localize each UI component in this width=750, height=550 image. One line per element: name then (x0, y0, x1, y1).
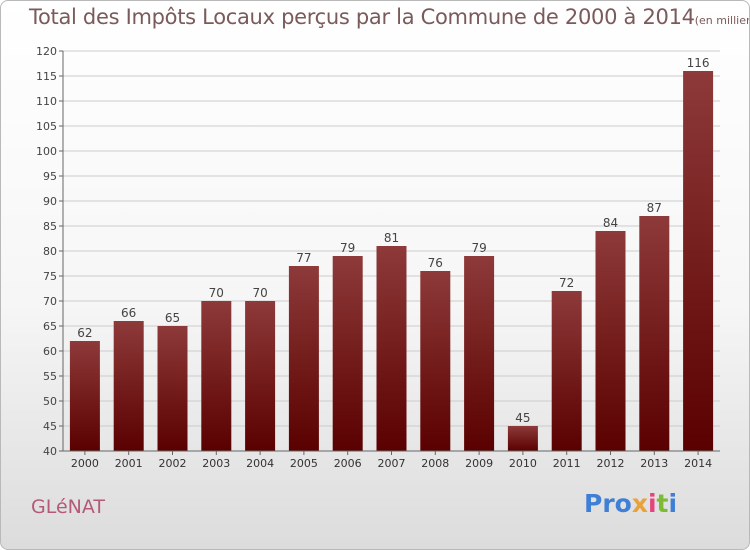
data-label: 116 (687, 56, 710, 70)
y-tick-label: 80 (43, 245, 57, 258)
bar-2012 (595, 231, 626, 451)
logo-part: i (647, 489, 657, 518)
bar-2002 (157, 326, 188, 451)
bar-2003 (201, 301, 232, 451)
x-tick-label: 2010 (509, 457, 537, 470)
x-tick-label: 2004 (246, 457, 274, 470)
y-tick-label: 90 (43, 195, 57, 208)
data-label: 84 (603, 216, 618, 230)
y-tick-label: 70 (43, 295, 57, 308)
y-tick-label: 85 (43, 220, 57, 233)
data-label: 81 (384, 231, 399, 245)
commune-name: GLéNAT (31, 496, 106, 518)
data-label: 70 (252, 286, 267, 300)
x-tick-label: 2007 (378, 457, 406, 470)
y-tick-label: 45 (43, 420, 57, 433)
x-tick-label: 2000 (71, 457, 99, 470)
data-label: 65 (165, 311, 180, 325)
y-tick-label: 100 (36, 145, 57, 158)
y-tick-label: 75 (43, 270, 57, 283)
y-tick-label: 40 (43, 445, 57, 458)
bar-2013 (639, 216, 670, 451)
bar-2007 (376, 246, 407, 451)
y-tick-label: 115 (36, 70, 57, 83)
x-tick-label: 2005 (290, 457, 318, 470)
x-tick-label: 2013 (640, 457, 668, 470)
y-tick-label: 95 (43, 170, 57, 183)
x-tick-label: 2003 (202, 457, 230, 470)
data-label: 77 (296, 251, 311, 265)
x-tick-label: 2008 (421, 457, 449, 470)
logo-part: Pro (584, 489, 632, 518)
data-label: 62 (77, 326, 92, 340)
bar-2004 (245, 301, 276, 451)
bar-2009 (464, 256, 495, 451)
chart-title-main: Total des Impôts Locaux perçus par la Co… (29, 5, 695, 29)
bar-2011 (551, 291, 582, 451)
y-tick-label: 60 (43, 345, 57, 358)
bar-2001 (113, 321, 144, 451)
bar-2008 (420, 271, 451, 451)
data-label: 66 (121, 306, 136, 320)
bar-2010 (507, 426, 538, 451)
data-labels: 62 66 65 70 70 77 79 81 76 79 45 72 84 87 116 (77, 56, 709, 425)
logo-part: i (668, 489, 678, 518)
chart-subtitle: (en milliers d'€) (694, 14, 749, 27)
x-tick-label: 2012 (597, 457, 625, 470)
axes: 40 45 50 55 60 65 70 75 80 85 90 95 100 105 110 115 120 2… (36, 45, 720, 470)
y-tick-label: 105 (36, 120, 57, 133)
data-label: 72 (559, 276, 574, 290)
x-tick-label: 2001 (115, 457, 143, 470)
y-tick-label: 65 (43, 320, 57, 333)
data-label: 87 (647, 201, 662, 215)
x-tick-label: 2011 (553, 457, 581, 470)
x-tick-label: 2009 (465, 457, 493, 470)
x-tick-label: 2006 (334, 457, 362, 470)
y-tick-label: 50 (43, 395, 57, 408)
data-label: 79 (340, 241, 355, 255)
bar-2005 (288, 266, 319, 451)
y-tick-label: 55 (43, 370, 57, 383)
y-tick-label: 120 (36, 45, 57, 58)
logo-part: t (656, 489, 669, 518)
bars (69, 71, 714, 451)
data-label: 79 (471, 241, 486, 255)
data-label: 45 (515, 411, 530, 425)
logo-part: x (631, 489, 648, 518)
x-tick-label: 2002 (159, 457, 187, 470)
bar-2000 (69, 341, 100, 451)
y-tick-label: 110 (36, 95, 57, 108)
data-label: 70 (209, 286, 224, 300)
bar-2006 (332, 256, 363, 451)
bar-2014 (683, 71, 714, 451)
data-label: 76 (428, 256, 443, 270)
x-tick-label: 2014 (684, 457, 712, 470)
chart-title: Total des Impôts Locaux perçus par la Co… (29, 5, 749, 29)
proxiti-logo[interactable]: Proxiti (584, 489, 677, 518)
